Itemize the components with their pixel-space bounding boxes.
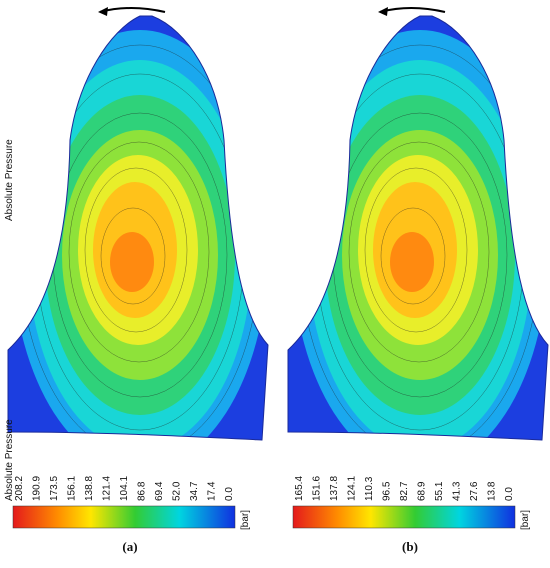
colorbar-tick-label: 69.4: [154, 481, 165, 501]
colorbar-tick-label: 17.4: [207, 481, 218, 501]
colorbar-tick-label: 110.3: [364, 476, 375, 501]
colorbar-tick-label: 55.1: [434, 481, 445, 501]
colorbar-unit: [bar]: [240, 510, 251, 530]
colorbar-tick-label: 151.6: [312, 476, 323, 501]
colorbar-tick-label: 96.5: [382, 481, 393, 501]
colorbar-tick-label: 190.9: [32, 476, 43, 501]
panel-label: (b): [402, 539, 418, 554]
panel-label: (a): [122, 539, 137, 554]
colorbar-tick-label: 68.9: [417, 481, 428, 501]
colorbar-tick-label: 52.0: [172, 481, 183, 501]
colorbar-title: Absolute Pressure: [4, 139, 15, 221]
colorbar-tick-label: 137.8: [329, 476, 340, 501]
colorbar-tick-label: 104.1: [119, 476, 130, 501]
colorbar-tick-label: 156.1: [67, 476, 78, 501]
contour-plot: [280, 0, 550, 528]
colorbar-tick-label: 0.0: [504, 487, 515, 501]
colorbar-unit: [bar]: [520, 510, 531, 530]
colorbar-tick-label: 34.7: [189, 481, 200, 501]
colorbar-tick-label: 13.8: [487, 481, 498, 501]
contour-plot: [0, 0, 280, 528]
colorbar-title: Absolute Pressure: [4, 419, 15, 501]
colorbar-tick-label: 208.2: [14, 476, 25, 501]
colorbar-tick-label: 82.7: [399, 481, 410, 501]
colorbar-tick-label: 0.0: [224, 487, 235, 501]
colorbar-tick-label: 165.4: [294, 476, 305, 501]
colorbar-tick-label: 41.3: [452, 481, 463, 501]
colorbar-tick-label: 121.4: [102, 476, 113, 501]
colorbar-tick-label: 173.5: [49, 476, 60, 501]
colorbar-tick-label: 138.8: [84, 476, 95, 501]
colorbar-tick-label: 124.1: [347, 476, 358, 501]
colorbar-tick-label: 86.8: [137, 481, 148, 501]
colorbar-tick-label: 27.6: [469, 481, 480, 501]
